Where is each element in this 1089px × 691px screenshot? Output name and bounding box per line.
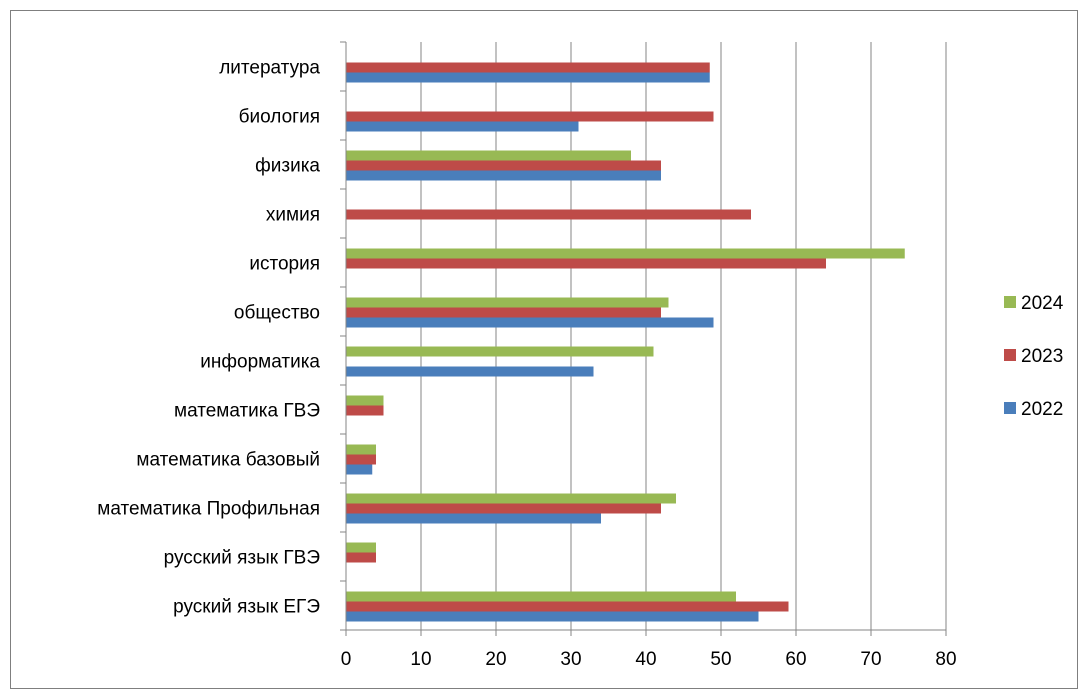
bar-2024 — [346, 150, 631, 161]
bar-2024 — [346, 591, 736, 602]
x-tick-label: 30 — [560, 649, 581, 670]
bar-2023 — [346, 209, 751, 220]
bar-2023 — [346, 258, 826, 269]
x-tick-label: 80 — [935, 649, 956, 670]
bar-2023 — [346, 160, 661, 171]
x-tick-label: 40 — [635, 649, 656, 670]
bar-2023 — [346, 405, 384, 416]
bar-2022 — [346, 513, 601, 524]
category-label: русский язык ГВЭ — [164, 548, 320, 569]
bar-2023 — [346, 552, 376, 563]
bar-2022 — [346, 317, 714, 328]
legend: 2024 2023 2022 — [1004, 293, 1064, 420]
bar-2023 — [346, 503, 661, 514]
bar-2022 — [346, 366, 594, 377]
bar-2023 — [346, 111, 714, 122]
category-label: руский язык ЕГЭ — [173, 597, 320, 618]
bar-2024 — [346, 395, 384, 406]
bars — [346, 62, 905, 622]
bar-2024 — [346, 542, 376, 553]
x-tick-label: 10 — [410, 649, 431, 670]
category-label: математика Профильная — [97, 499, 320, 520]
bar-2024 — [346, 297, 669, 308]
category-label: математика ГВЭ — [174, 401, 320, 422]
bar-2022 — [346, 464, 373, 475]
grid-lines — [420, 42, 947, 630]
legend-swatch-2023 — [1004, 349, 1016, 361]
x-tick-label: 20 — [485, 649, 506, 670]
bar-2023 — [346, 307, 661, 318]
legend-label-2024: 2024 — [1021, 293, 1064, 314]
category-label: химия — [266, 205, 320, 226]
bar-2022 — [346, 170, 661, 181]
legend-swatch-2022 — [1004, 402, 1016, 414]
x-tick-labels: 0 10 20 30 40 50 60 70 80 — [341, 649, 957, 670]
bar-2024 — [346, 248, 905, 259]
x-tick-label: 70 — [860, 649, 881, 670]
bar-2023 — [346, 62, 710, 73]
bar-2023 — [346, 601, 789, 612]
category-label: физика — [255, 156, 320, 177]
category-label: общество — [234, 303, 320, 324]
legend-swatch-2024 — [1004, 296, 1016, 308]
bar-2024 — [346, 493, 676, 504]
legend-label-2023: 2023 — [1021, 346, 1063, 367]
category-label: литература — [219, 58, 320, 79]
bar-2024 — [346, 444, 376, 455]
x-tick-label: 60 — [785, 649, 806, 670]
x-tick-label: 50 — [710, 649, 731, 670]
bar-2022 — [346, 611, 759, 622]
bar-2023 — [346, 454, 376, 465]
axes — [340, 41, 947, 636]
legend-label-2022: 2022 — [1021, 399, 1063, 420]
x-tick-label: 0 — [341, 649, 352, 670]
category-label: история — [249, 254, 320, 275]
bar-2024 — [346, 346, 654, 357]
category-labels: руский язык ЕГЭ русский язык ГВЭ математик… — [97, 58, 320, 618]
category-label: математика базовый — [136, 450, 320, 471]
category-label: биология — [239, 107, 320, 128]
bar-2022 — [346, 121, 579, 132]
bar-2022 — [346, 72, 710, 83]
category-label: информатика — [200, 352, 320, 373]
